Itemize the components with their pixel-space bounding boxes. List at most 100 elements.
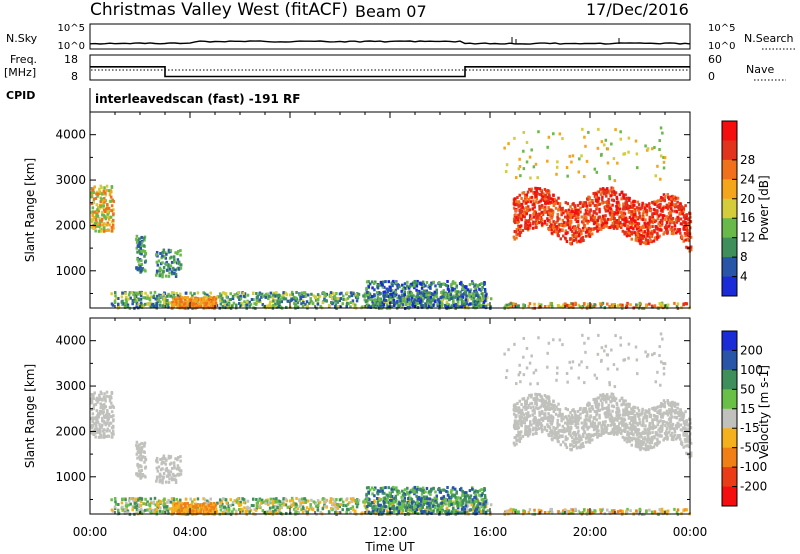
velocity-echo: [167, 454, 171, 458]
velocity-echo: [422, 495, 426, 499]
power-echo: [231, 294, 235, 298]
power-echo: [458, 282, 462, 286]
power-echo: [564, 223, 568, 227]
velocity-echo: [478, 504, 481, 508]
power-echo: [462, 292, 466, 296]
power-echo: [552, 193, 555, 197]
power-echo: [627, 229, 631, 233]
power-echo: [522, 214, 525, 218]
power-echo: [468, 302, 472, 306]
velocity-echo: [149, 497, 153, 501]
velocity-echo: [303, 497, 306, 501]
power-echo: [662, 166, 666, 170]
velocity-echo: [400, 511, 404, 515]
power-echo: [361, 305, 364, 309]
power-echo: [480, 292, 484, 296]
power-echo: [172, 291, 175, 295]
power-echo: [621, 229, 625, 233]
power-echo: [420, 291, 423, 295]
power-echo: [419, 293, 423, 297]
power-echo: [159, 294, 163, 298]
power-echo: [532, 199, 535, 203]
power-echo: [556, 212, 560, 216]
power-echo: [173, 258, 176, 262]
power-echo: [348, 295, 351, 299]
power-echo: [225, 302, 228, 306]
velocity-echo: [138, 446, 142, 450]
power-echo: [630, 210, 634, 214]
power-echo: [670, 206, 673, 210]
power-echo: [164, 251, 167, 255]
power-echo: [455, 284, 459, 288]
power-echo: [149, 291, 153, 295]
power-echo: [643, 225, 646, 229]
power-echo: [574, 216, 578, 220]
velocity-echo: [224, 507, 228, 511]
power-echo: [349, 291, 353, 295]
power-echo: [231, 297, 235, 301]
power-echo: [156, 300, 159, 304]
power-echo: [210, 302, 214, 306]
power-echo: [568, 154, 572, 158]
power-echo: [442, 289, 446, 293]
power-echo: [512, 235, 516, 239]
power-echo: [102, 199, 105, 203]
velocity-echo: [138, 472, 141, 476]
power-echo: [648, 219, 652, 223]
power-echo: [193, 292, 196, 296]
power-echo: [518, 193, 522, 197]
power-echo: [124, 298, 128, 302]
nsky-tick-low: 10^0: [58, 41, 85, 52]
power-echo: [596, 218, 600, 222]
velocity-echo: [111, 429, 115, 433]
velocity-echo: [163, 505, 166, 509]
velocity-echo: [134, 497, 138, 501]
velocity-echo: [154, 503, 158, 507]
power-echo: [139, 297, 143, 301]
power-echo: [316, 293, 320, 297]
power-echo: [143, 238, 146, 242]
velocity-echo: [98, 426, 102, 430]
velocity-echo: [99, 410, 102, 414]
power-echo: [125, 295, 128, 299]
power-echo: [438, 282, 442, 286]
velocity-echo: [238, 504, 241, 508]
power-echo: [465, 302, 469, 306]
velocity-echo: [348, 501, 351, 505]
power-echo: [279, 297, 282, 301]
power-echo: [643, 234, 646, 238]
velocity-echo: [174, 478, 178, 482]
power-echo: [405, 298, 408, 302]
power-echo: [100, 186, 103, 190]
power-echo: [138, 242, 142, 246]
power-echo: [483, 288, 487, 292]
velocity-echo: [419, 503, 422, 507]
power-echo: [334, 304, 337, 308]
power-echo: [517, 167, 521, 171]
power-echo: [415, 288, 418, 292]
power-echo: [419, 297, 422, 301]
velocity-echo: [155, 477, 159, 481]
velocity-echo: [176, 511, 179, 515]
velocity-echo: [298, 499, 301, 503]
colorbar-tick-label: 4: [740, 270, 748, 284]
power-echo: [580, 154, 583, 158]
power-echo: [102, 208, 106, 212]
velocity-echo: [144, 465, 148, 469]
velocity-echo: [138, 457, 142, 461]
power-echo: [376, 303, 380, 307]
power-echo: [525, 201, 528, 205]
power-echo: [135, 266, 138, 270]
power-echo: [671, 216, 675, 220]
velocity-echo: [204, 505, 207, 509]
power-echo: [155, 302, 159, 306]
velocity-echo: [391, 502, 395, 506]
power-echo: [170, 255, 173, 259]
power-echo: [162, 270, 165, 274]
velocity-echo: [180, 506, 183, 510]
power-echo: [401, 283, 404, 287]
power-echo: [484, 296, 487, 300]
power-echo: [224, 301, 228, 305]
velocity-echo: [275, 497, 278, 501]
